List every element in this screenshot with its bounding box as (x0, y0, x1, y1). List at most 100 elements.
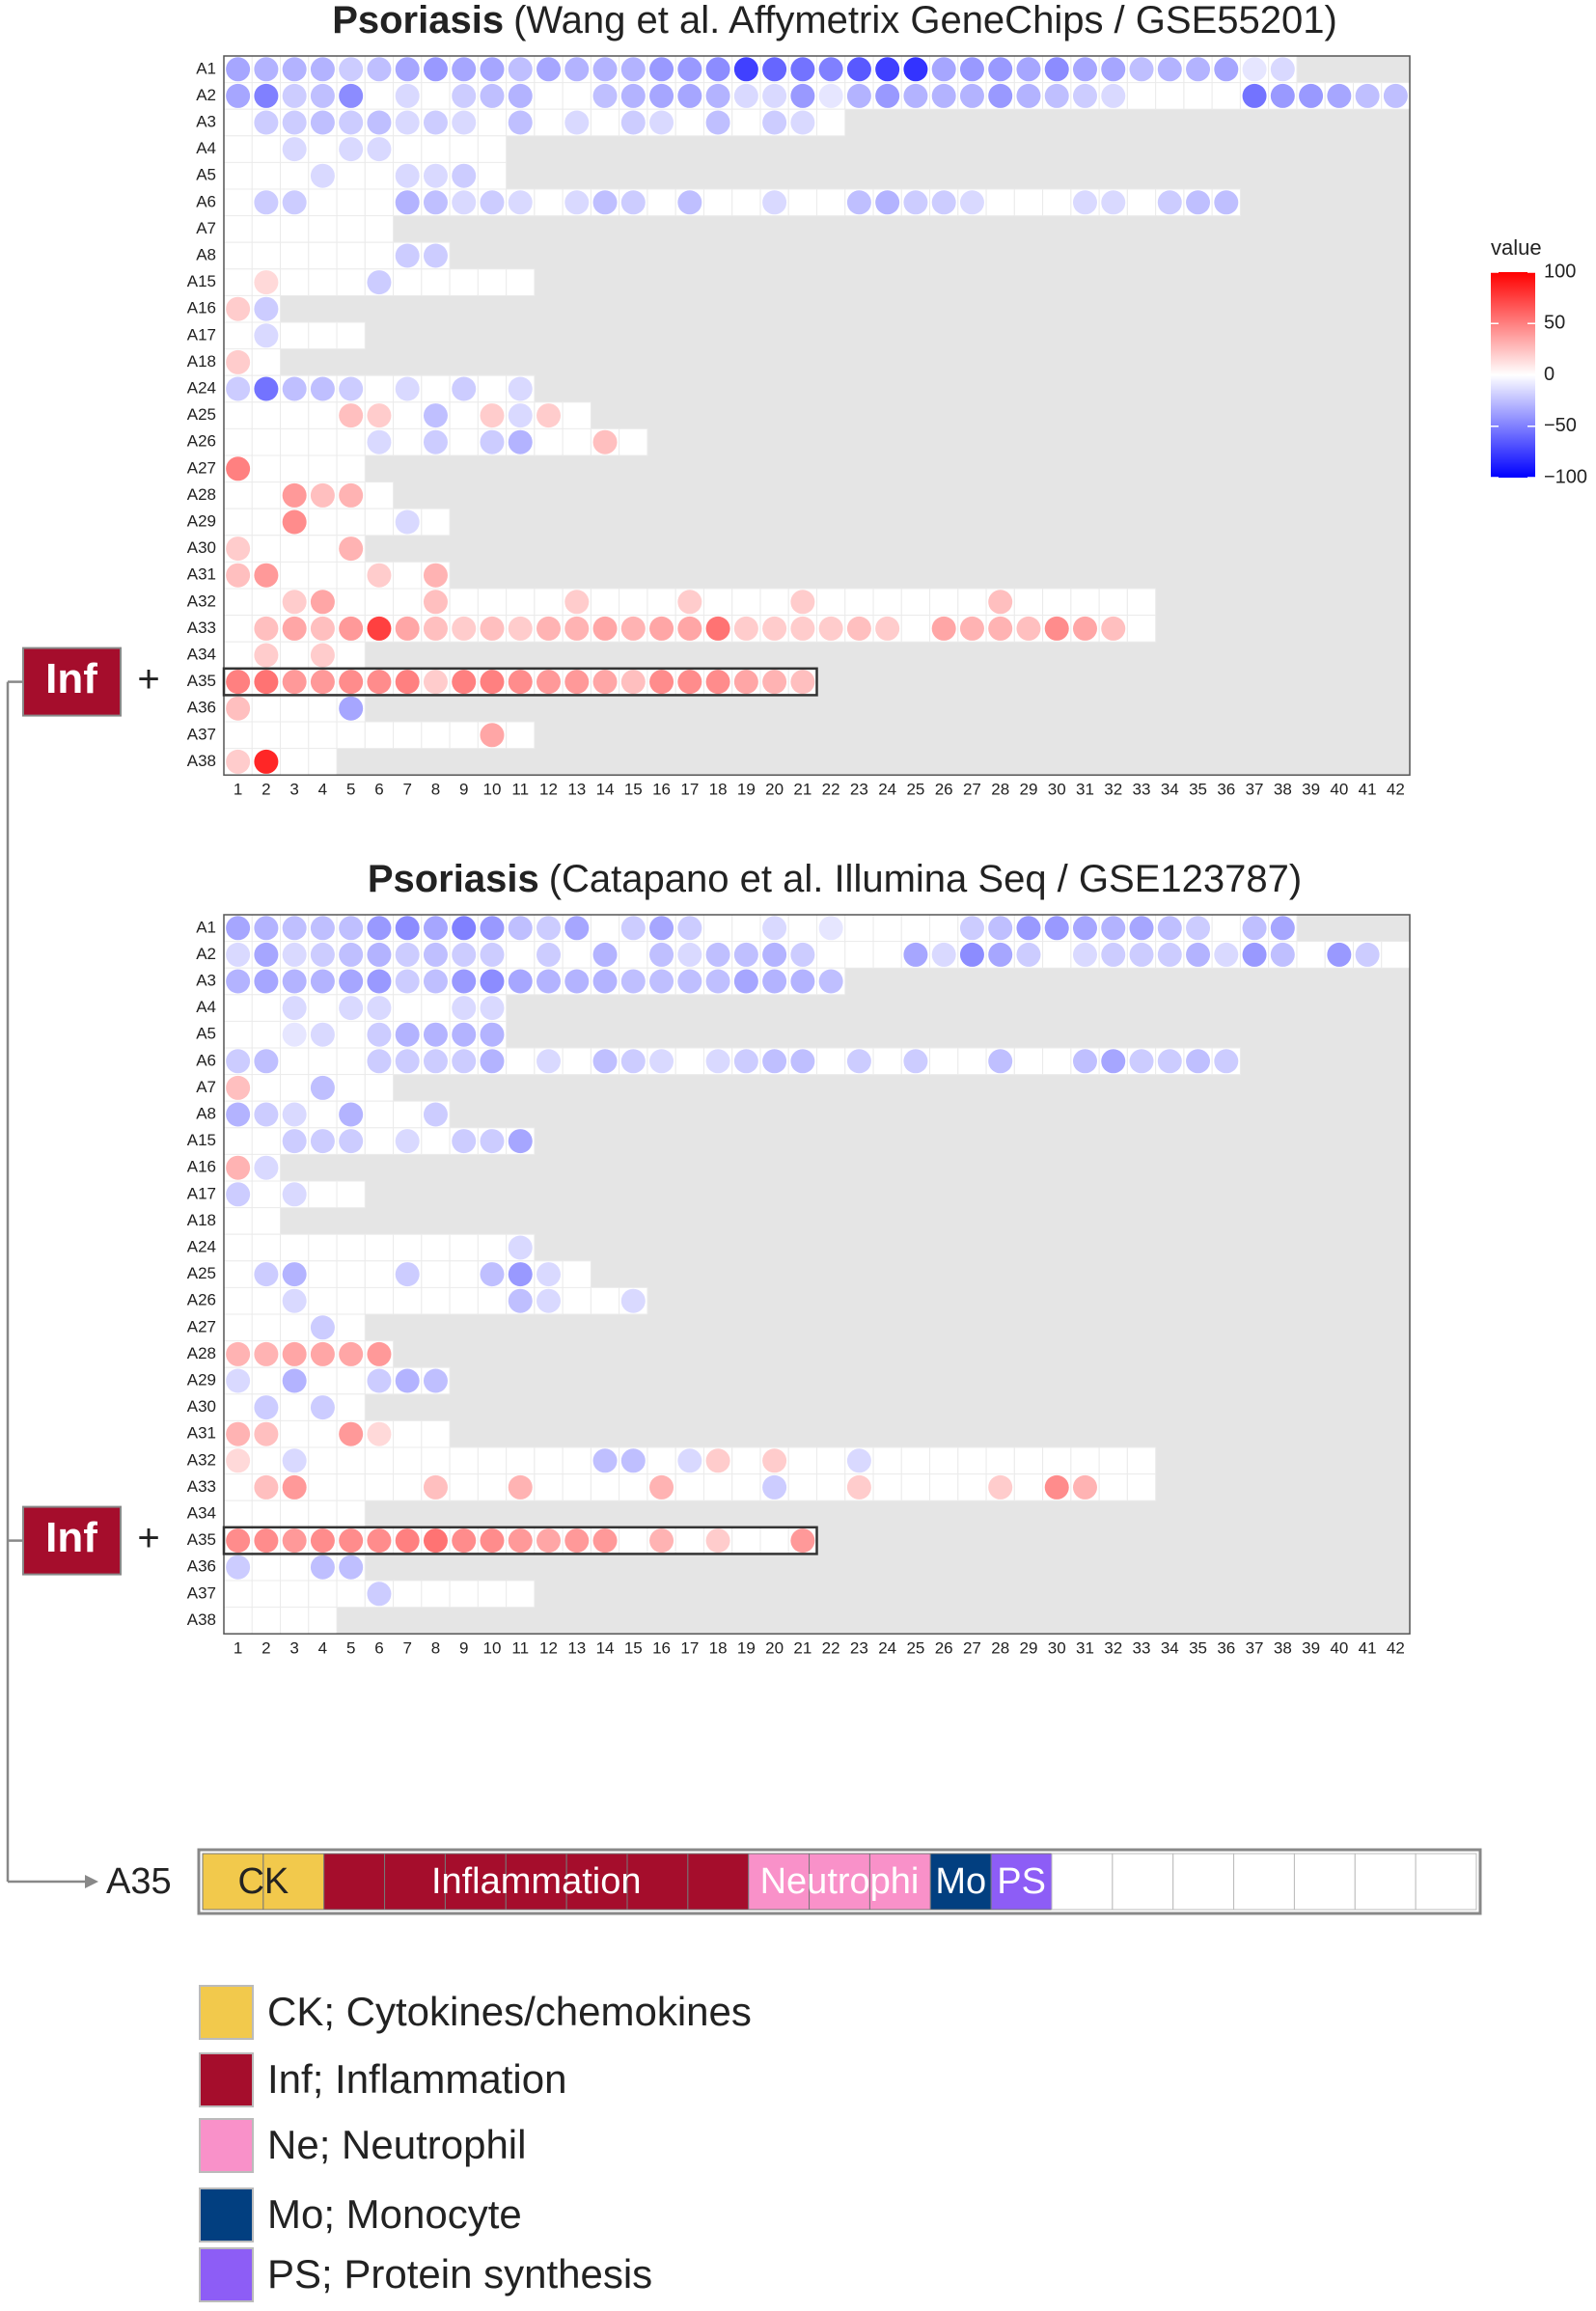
dot (733, 969, 758, 994)
dot (423, 57, 448, 82)
dot (1016, 57, 1041, 82)
dot (1129, 1049, 1154, 1074)
dot (649, 1528, 674, 1554)
dot (395, 969, 420, 994)
cell (1126, 588, 1157, 617)
dot (367, 916, 392, 941)
cell (393, 588, 423, 617)
dot (226, 942, 251, 967)
dot (282, 996, 307, 1021)
cell (449, 1286, 479, 1315)
cell (223, 1607, 253, 1635)
cell (590, 1473, 620, 1501)
dot (480, 916, 505, 941)
dot (452, 1129, 477, 1154)
dot (254, 1049, 279, 1074)
dot (537, 942, 562, 967)
cell (449, 135, 479, 163)
dot (649, 942, 674, 967)
title-main: Psoriasis (332, 0, 504, 41)
dot (931, 942, 956, 967)
dot (733, 616, 758, 641)
cell (336, 721, 366, 750)
cell (477, 1286, 508, 1315)
row-label: A31 (187, 565, 216, 584)
dot (339, 110, 364, 135)
dot (1101, 83, 1126, 108)
cell (1042, 1446, 1072, 1475)
cell (534, 588, 564, 617)
cell (280, 1047, 310, 1076)
cell (308, 215, 338, 243)
dot (790, 1528, 815, 1554)
dot (988, 1474, 1013, 1499)
dot (931, 616, 956, 641)
cell (1381, 941, 1411, 969)
dot (818, 616, 843, 641)
row-label: A34 (187, 1503, 216, 1522)
cell (251, 427, 282, 456)
dot (310, 1075, 335, 1100)
dot (1186, 916, 1211, 941)
dot (226, 296, 251, 321)
cell (280, 1580, 310, 1609)
row-label: A17 (187, 1184, 216, 1202)
cell (477, 161, 508, 190)
dot (423, 243, 448, 268)
dot (339, 403, 364, 428)
dot (452, 376, 477, 401)
dot (254, 110, 279, 135)
cell (393, 268, 423, 296)
dot (226, 83, 251, 108)
cell (731, 188, 761, 217)
column-label: 13 (567, 1639, 586, 1658)
dot (452, 996, 477, 1021)
cell (816, 188, 846, 217)
cell (308, 1446, 338, 1475)
module-cell (1293, 1853, 1356, 1911)
dot (395, 243, 420, 268)
dot (1242, 57, 1267, 82)
cell (1042, 588, 1072, 617)
dot (1299, 83, 1324, 108)
dot (818, 969, 843, 994)
module-segment-label: PS (997, 1861, 1046, 1902)
module-cell (505, 1853, 567, 1911)
dot (282, 1262, 307, 1287)
cell (223, 1233, 253, 1262)
legend-label: CK; Cytokines/chemokines (267, 1989, 752, 2034)
dot (395, 916, 420, 941)
dot (508, 403, 533, 428)
dot (395, 190, 420, 215)
dot (339, 137, 364, 162)
dot (592, 969, 618, 994)
cell (590, 1286, 620, 1315)
cell (308, 694, 338, 723)
cell (251, 1127, 282, 1155)
cell (280, 161, 310, 190)
cell (1070, 1446, 1100, 1475)
cell (393, 721, 423, 750)
dot (367, 1528, 392, 1554)
cell (702, 914, 733, 943)
cell (280, 1074, 310, 1102)
row-label: A26 (187, 1291, 216, 1309)
dot (564, 1528, 590, 1554)
scale-tick-label: 0 (1544, 364, 1555, 385)
dot (226, 1182, 251, 1207)
dot (649, 1049, 674, 1074)
row-label: A37 (187, 725, 216, 743)
cell (336, 241, 366, 270)
cell (223, 481, 253, 509)
cell (562, 427, 592, 456)
cell (534, 427, 564, 456)
cell (308, 1366, 338, 1395)
row-label: A24 (187, 1237, 216, 1255)
cell (590, 914, 620, 943)
dot (452, 83, 477, 108)
dot (846, 83, 871, 108)
cell (562, 401, 592, 429)
cell (562, 82, 592, 110)
column-label: 24 (878, 781, 896, 799)
row-label: A32 (187, 1450, 216, 1469)
